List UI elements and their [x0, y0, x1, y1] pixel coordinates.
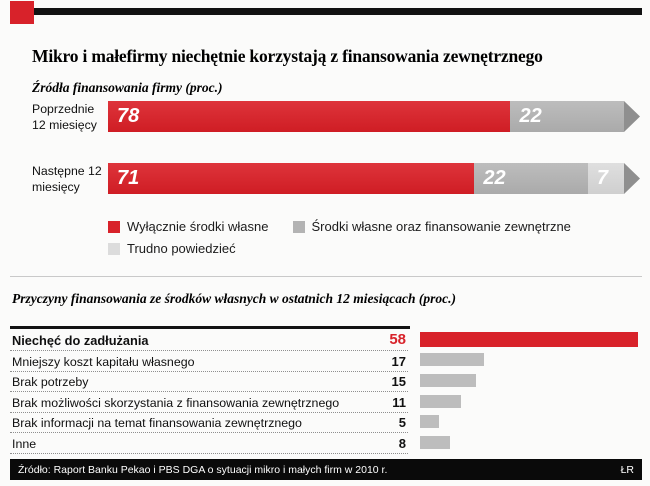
source-text: Źródło: Raport Banku Pekao i PBS DGA o s…: [18, 463, 388, 476]
reason-bar-cell: [408, 329, 642, 350]
stacked-bar-previous-12-months: Poprzednie 12 miesięcy 78 22: [32, 101, 640, 132]
chart1-title: Źródła finansowania firmy (proc.): [32, 80, 223, 95]
page-title: Mikro i małefirmy niechętnie korzystają …: [32, 45, 543, 66]
segment-value: 71: [117, 167, 140, 189]
segment-hard-to-say: 7: [587, 163, 624, 194]
legend-label: Trudno powiedzieć: [127, 241, 236, 256]
segment-own-and-external: 22: [474, 163, 588, 194]
reason-text: Niechęć do zadłużania 58: [10, 328, 408, 352]
source-bar: Źródło: Raport Banku Pekao i PBS DGA o s…: [10, 459, 642, 480]
legend-swatch-gray-icon: [292, 220, 305, 233]
reason-label: Mniejszy koszt kapitału własnego: [12, 354, 195, 369]
legend-line: Trudno powiedzieć: [108, 241, 640, 256]
reason-label: Niechęć do zadłużania: [12, 333, 149, 349]
reason-value: 11: [392, 394, 406, 410]
reason-bar-cell: [408, 370, 642, 391]
top-rule: [10, 8, 642, 15]
section-divider: [10, 276, 642, 277]
reason-row: Brak informacji na temat finansowania ze…: [10, 410, 642, 434]
segment-value: 22: [483, 167, 506, 189]
table-top-rule: [10, 326, 410, 329]
stacked-bar-next-12-months: Następne 12 miesięcy 71 22 7: [32, 163, 640, 194]
reason-value: 58: [389, 331, 406, 349]
category-label: Poprzednie 12 miesięcy: [32, 102, 97, 132]
reason-value: 17: [391, 353, 406, 369]
reason-bar-cell: [408, 432, 642, 453]
legend-line: Wyłącznie środki własne Środki własne or…: [108, 219, 640, 234]
reason-value: 8: [398, 436, 406, 452]
legend-label: Środki własne oraz finansowanie zewnętrz…: [311, 219, 571, 234]
reason-label: Brak potrzeby: [12, 375, 89, 390]
reason-bar: [420, 331, 639, 347]
bar-end-arrow-icon: [624, 163, 640, 194]
reason-value: 5: [398, 415, 406, 431]
reason-bar: [420, 373, 477, 387]
reason-bar: [420, 394, 462, 408]
segment-own-funds-only: 78: [108, 101, 511, 132]
credit-initials: ŁR: [620, 463, 634, 476]
reason-row: Brak potrzeby 15: [10, 369, 642, 393]
segment-value: 7: [596, 167, 608, 189]
reason-bar-cell: [408, 350, 642, 371]
reason-label: Brak możliwości skorzystania z finansowa…: [12, 395, 340, 410]
reason-row: Mniejszy koszt kapitału własnego 17: [10, 348, 642, 372]
legend-label: Wyłącznie środki własne: [127, 219, 269, 234]
bar-end-arrow-icon: [624, 101, 640, 132]
reason-text: Brak potrzeby 15: [10, 369, 408, 393]
reason-value: 15: [391, 374, 406, 390]
bar-track: 78 22: [108, 101, 640, 132]
reason-label: Brak informacji na temat finansowania ze…: [12, 416, 302, 431]
legend-swatch-lightgray-icon: [108, 242, 120, 255]
legend-item-own-funds-only: Wyłącznie środki własne: [108, 219, 269, 234]
reason-bar-cell: [408, 391, 642, 412]
legend: Wyłącznie środki własne Środki własne or…: [108, 219, 640, 263]
reason-bar: [420, 435, 451, 449]
reason-label: Inne: [12, 437, 37, 452]
reason-row: Brak możliwości skorzystania z finansowa…: [10, 389, 642, 413]
reason-bar: [420, 353, 484, 367]
reason-text: Inne 8: [10, 430, 408, 455]
segment-value: 22: [519, 105, 542, 127]
segment-own-funds-only: 71: [108, 163, 475, 194]
legend-swatch-red-icon: [108, 220, 120, 233]
reason-row: Inne 8: [10, 430, 642, 455]
reason-text: Mniejszy koszt kapitału własnego 17: [10, 348, 408, 372]
bar-track: 71 22 7: [108, 163, 640, 194]
reason-row: Niechęć do zadłużania 58: [10, 328, 642, 352]
reason-bar: [420, 415, 439, 429]
brand-red-square-icon: [10, 1, 34, 24]
reason-text: Brak możliwości skorzystania z finansowa…: [10, 389, 408, 413]
reason-bar-cell: [408, 411, 642, 432]
reasons-bar-list: Niechęć do zadłużania 58 Mniejszy koszt …: [10, 328, 642, 455]
legend-item-own-and-external: Środki własne oraz finansowanie zewnętrz…: [292, 219, 571, 234]
chart2-title: Przyczyny finansowania ze środków własny…: [12, 291, 457, 306]
legend-item-hard-to-say: Trudno powiedzieć: [108, 241, 236, 256]
category-label: Następne 12 miesięcy: [32, 164, 102, 194]
segment-own-and-external: 22: [510, 101, 624, 132]
segment-value: 78: [117, 105, 140, 127]
reason-text: Brak informacji na temat finansowania ze…: [10, 410, 408, 434]
